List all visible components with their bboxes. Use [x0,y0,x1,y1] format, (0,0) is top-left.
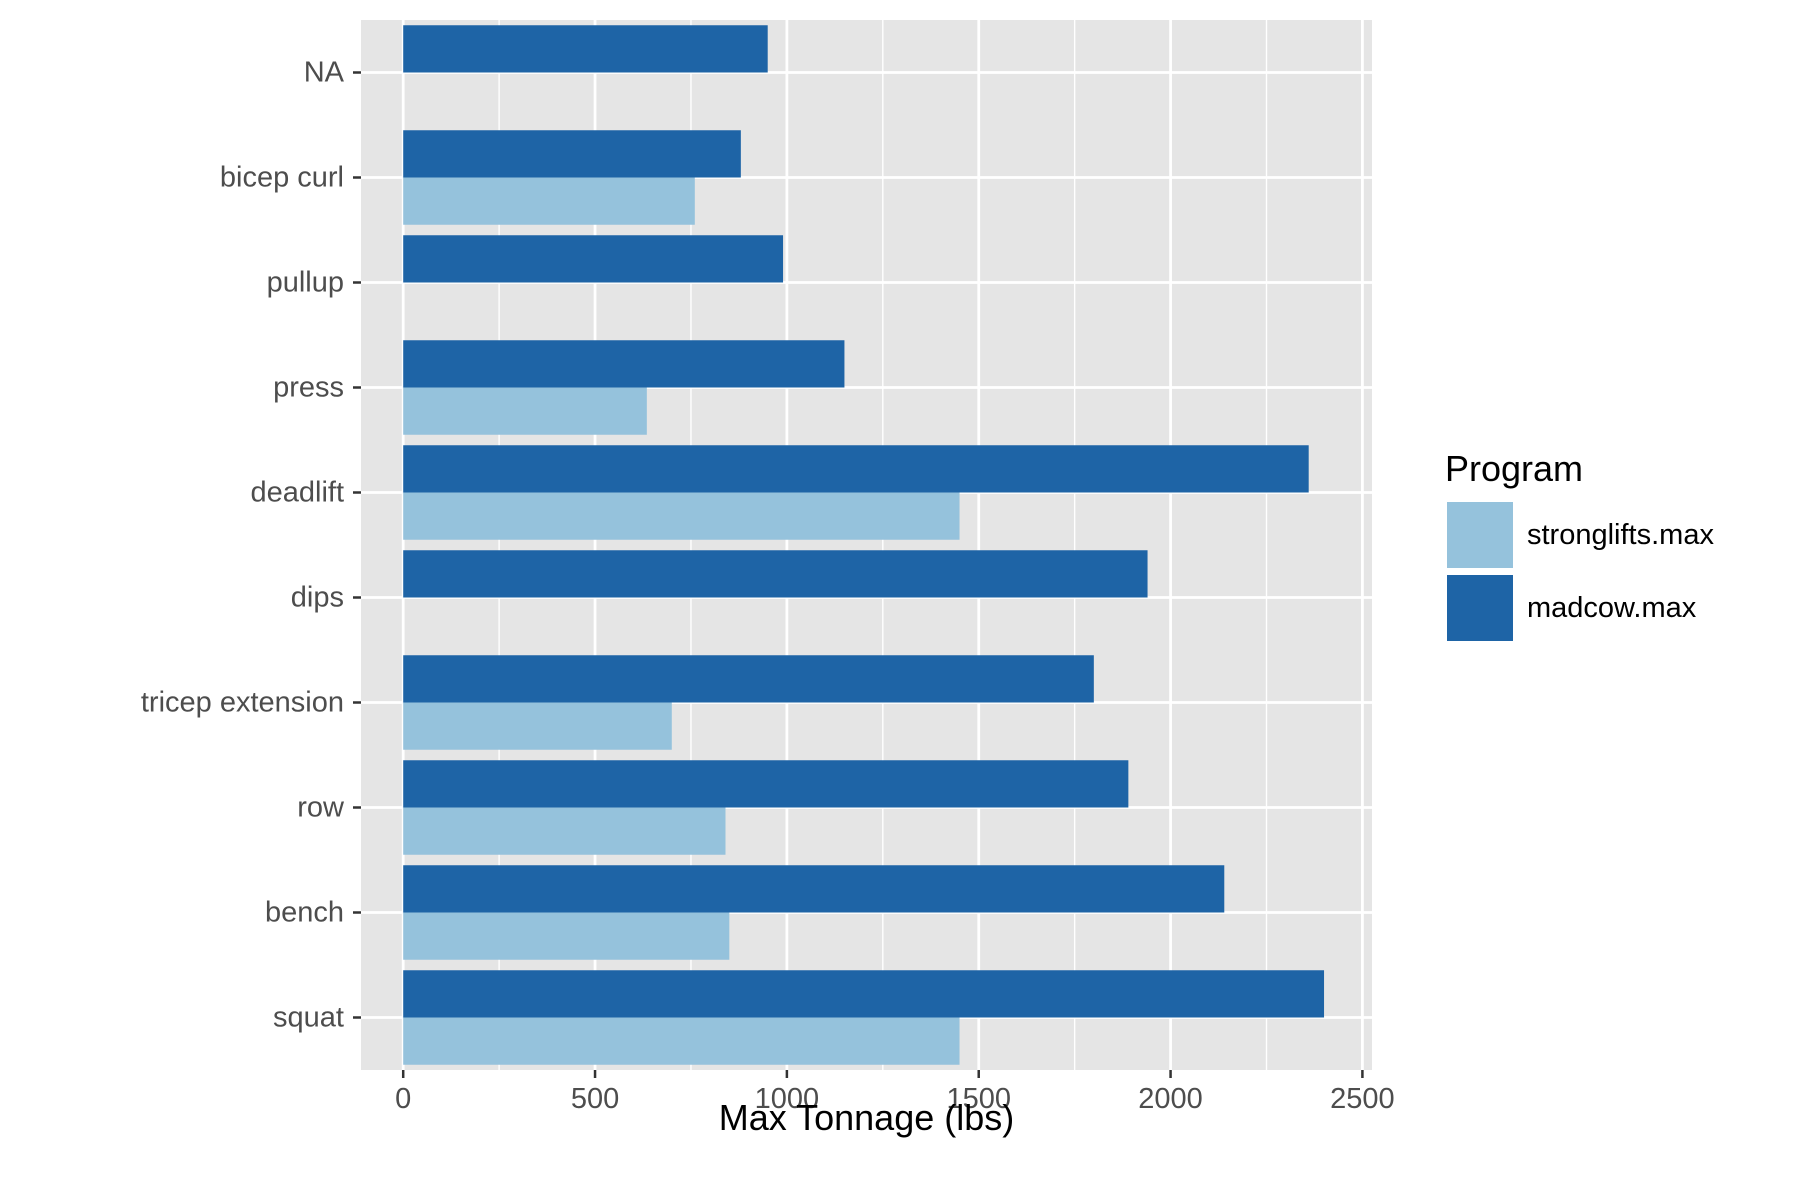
y-tick-label: pullup [267,267,344,299]
x-tick-label: 2500 [1330,1083,1395,1115]
y-tick-label: dips [291,582,344,614]
bar-madcow [403,25,768,73]
x-axis: 0 500 1000 1500 2000 2500 [395,1070,1395,1115]
bar-stronglifts [403,1017,960,1065]
legend-key [1447,575,1513,641]
bar-madcow [403,445,1309,493]
legend-label: stronglifts.max [1527,519,1714,551]
bar-stronglifts [403,702,672,750]
y-tick-label: deadlift [250,477,344,509]
bar-stronglifts [403,807,726,855]
x-tick-label: 1500 [946,1083,1011,1115]
y-tick-label: row [297,792,345,824]
bar-madcow [403,760,1129,808]
bar-madcow [403,550,1148,598]
bars [403,25,1325,1065]
bar-stronglifts [403,492,960,540]
y-tick-label: bench [265,897,344,929]
bar-madcow [403,235,784,283]
y-tick-label: tricep extension [141,687,344,719]
y-axis: NA bicep curl pullup press deadlift dips trice… [141,57,361,1034]
legend-title: Program [1445,448,1583,489]
y-tick-label: press [273,372,344,404]
legend-label: madcow.max [1527,592,1697,624]
x-axis-title: Max Tonnage (lbs) [719,1097,1015,1138]
x-tick-label: 500 [571,1083,619,1115]
bar-stronglifts [403,387,647,435]
bar-madcow [403,130,741,178]
legend-items: stronglifts.max madcow.max [1447,502,1714,641]
y-tick-label: NA [304,57,345,89]
x-tick-label: 0 [395,1083,411,1115]
y-tick-label: bicep curl [220,162,344,194]
bar-madcow [403,340,845,388]
bar-stronglifts [403,912,730,960]
x-tick-label: 2000 [1138,1083,1203,1115]
bar-madcow [403,655,1094,703]
legend-key [1447,502,1513,568]
y-tick-label: squat [273,1002,344,1034]
x-tick-label: 1000 [755,1083,820,1115]
bar-madcow [403,970,1325,1018]
bar-stronglifts [403,177,695,225]
legend: Program stronglifts.max madcow.max [1445,448,1714,641]
bar-madcow [403,865,1225,913]
